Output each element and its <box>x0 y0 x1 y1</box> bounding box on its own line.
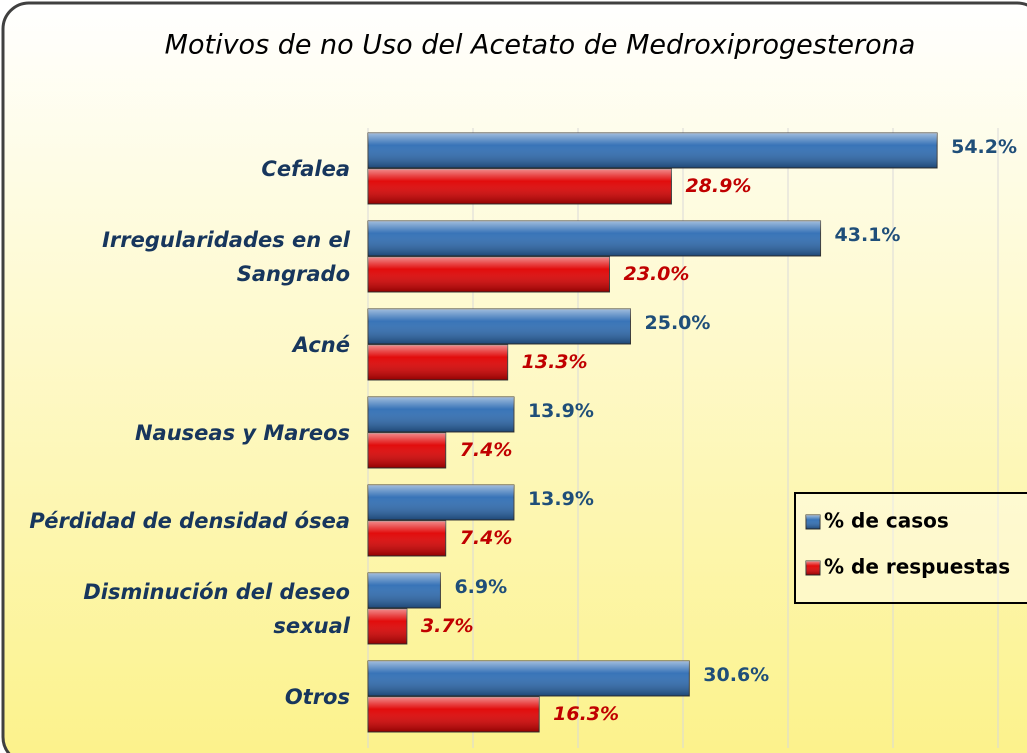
legend-swatch-shade <box>806 515 820 529</box>
bar-shade <box>368 697 540 732</box>
bar-shade <box>368 573 441 608</box>
category-label: Nauseas y Mareos <box>134 421 350 445</box>
bar-shade <box>368 221 821 256</box>
bar-shade <box>368 521 446 556</box>
legend-swatch-shade <box>806 561 820 575</box>
legend-label: % de respuestas <box>824 555 1010 579</box>
value-label: 7.4% <box>460 527 513 549</box>
category-label: Pérdidad de densidad ósea <box>29 509 350 533</box>
bar-shade <box>368 309 631 344</box>
value-label: 13.3% <box>522 351 588 373</box>
value-label: 7.4% <box>460 439 513 461</box>
bar-shade <box>368 345 508 380</box>
bar-shade <box>368 397 514 432</box>
bar-shade <box>368 169 672 204</box>
bar-shade <box>368 485 514 520</box>
value-label: 13.9% <box>528 488 594 510</box>
value-label: 25.0% <box>645 312 711 334</box>
value-label: 13.9% <box>528 400 594 422</box>
category-label: Cefalea <box>261 157 350 181</box>
value-label: 54.2% <box>951 136 1017 158</box>
bar-shade <box>368 257 610 292</box>
bar-shade <box>368 133 938 168</box>
category-label: Disminución del deseo sexual <box>83 580 350 638</box>
category-label: Acné <box>292 333 350 357</box>
value-label: 30.6% <box>703 664 769 686</box>
bar-shade <box>368 661 690 696</box>
value-label: 3.7% <box>421 615 474 637</box>
category-label: Otros <box>284 685 350 709</box>
chart-title: Motivos de no Uso del Acetato de Medroxi… <box>165 30 916 61</box>
value-label: 6.9% <box>454 576 507 598</box>
value-label: 16.3% <box>553 703 619 725</box>
bar-shade <box>368 433 446 468</box>
value-label: 23.0% <box>624 263 690 285</box>
category-label: Irregularidades en el Sangrado <box>102 228 350 286</box>
bar-shade <box>368 609 407 644</box>
legend-box <box>794 492 1027 604</box>
legend-label: % de casos <box>824 509 949 533</box>
value-label: 43.1% <box>835 224 901 246</box>
value-label: 28.9% <box>685 175 751 197</box>
